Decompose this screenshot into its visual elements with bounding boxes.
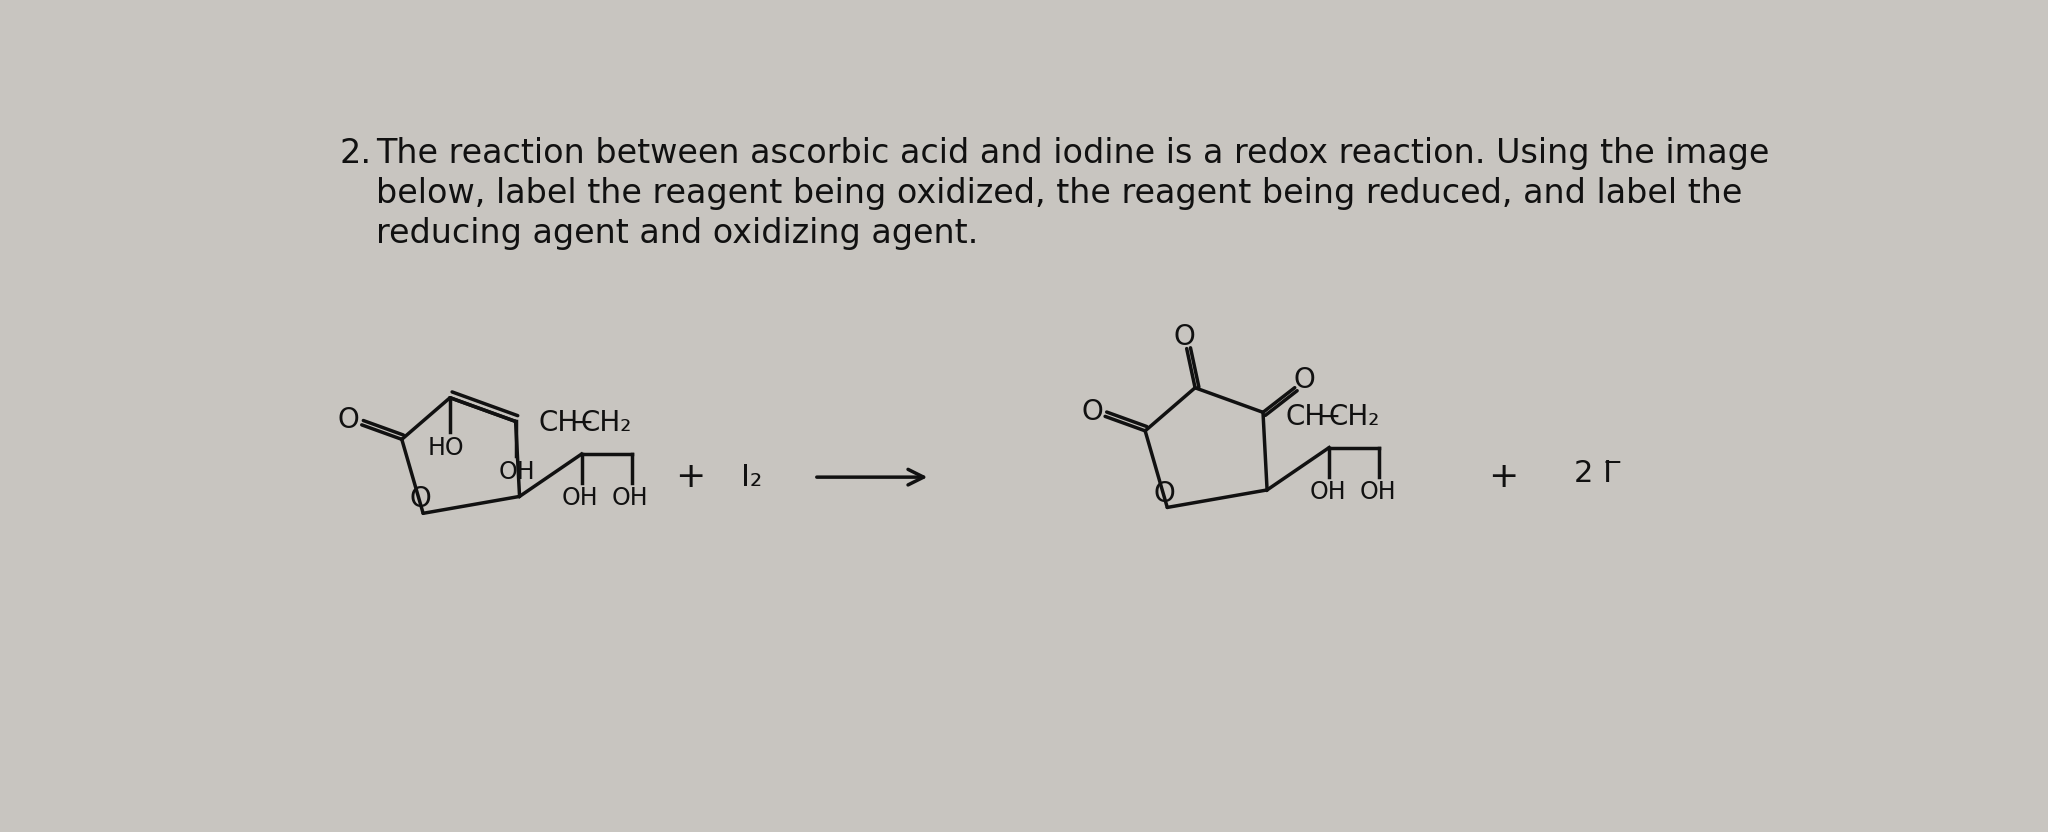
Text: OH: OH [561, 487, 598, 510]
Text: +: + [674, 460, 705, 494]
Text: CH₂: CH₂ [1329, 403, 1380, 431]
Text: reducing agent and oxidizing agent.: reducing agent and oxidizing agent. [377, 217, 979, 250]
Text: CH: CH [539, 409, 578, 437]
Text: HO: HO [428, 436, 465, 460]
Text: 2.: 2. [340, 136, 373, 170]
Text: O: O [1294, 366, 1315, 394]
Text: O: O [1081, 398, 1104, 426]
Text: O: O [338, 406, 360, 434]
Text: below, label the reagent being oxidized, the reagent being reduced, and label th: below, label the reagent being oxidized,… [377, 177, 1743, 210]
Text: −: − [571, 409, 594, 437]
Text: +: + [1489, 460, 1520, 494]
Text: 2 I: 2 I [1573, 458, 1612, 488]
Text: OH: OH [612, 487, 649, 510]
Text: −: − [1319, 403, 1341, 431]
Text: OH: OH [1360, 480, 1397, 504]
Text: O: O [1153, 479, 1176, 508]
Text: CH: CH [1286, 403, 1325, 431]
Text: O: O [410, 485, 430, 513]
Text: −: − [1604, 451, 1622, 475]
Text: The reaction between ascorbic acid and iodine is a redox reaction. Using the ima: The reaction between ascorbic acid and i… [377, 136, 1769, 170]
Text: OH: OH [500, 460, 535, 484]
Text: I₂: I₂ [741, 463, 762, 492]
Text: OH: OH [1309, 480, 1346, 504]
Text: CH₂: CH₂ [582, 409, 633, 437]
Text: O: O [1174, 323, 1194, 350]
